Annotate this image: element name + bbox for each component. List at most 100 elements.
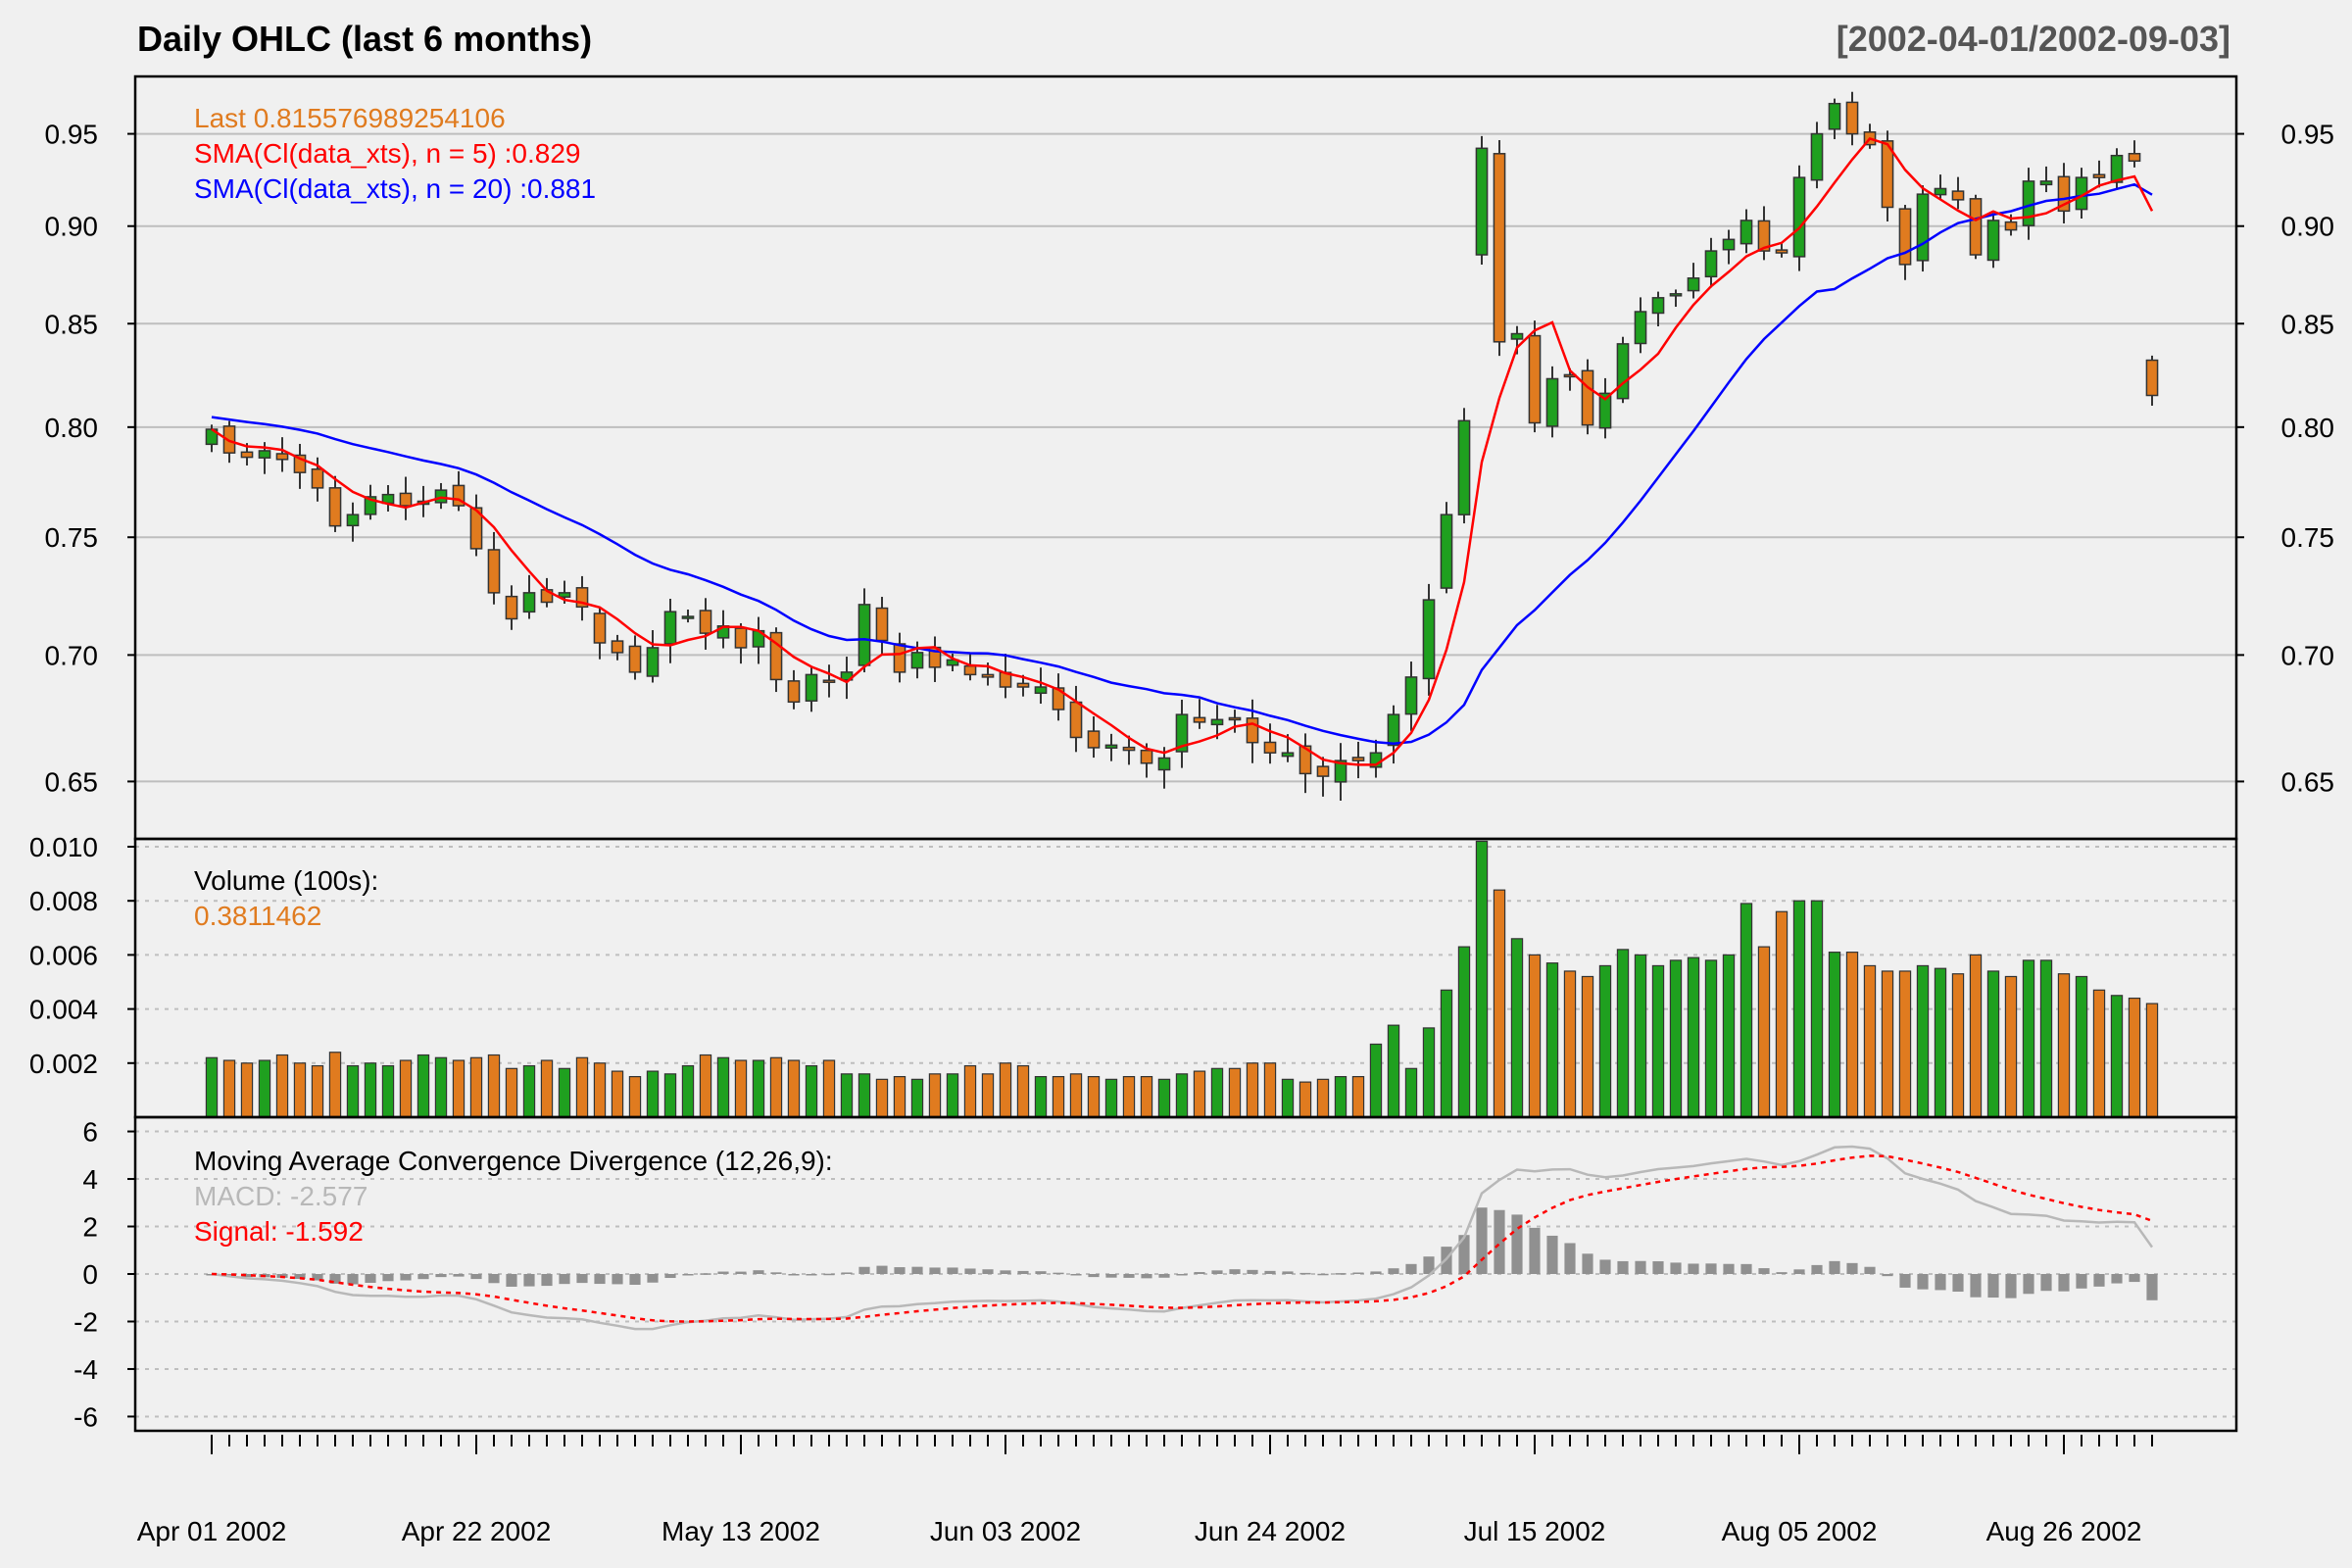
volume-bar bbox=[452, 1059, 466, 1118]
volume-bar bbox=[1986, 970, 2000, 1118]
volume-bar bbox=[1263, 1062, 1277, 1118]
volume-bar bbox=[1493, 889, 1506, 1118]
macd-histogram-bar bbox=[2040, 1274, 2052, 1292]
macd-histogram-bar bbox=[1423, 1256, 1435, 1274]
volume-bar bbox=[1863, 964, 1877, 1118]
volume-bar bbox=[2004, 975, 2018, 1118]
volume-bar bbox=[1122, 1075, 1136, 1118]
volume-bar bbox=[1316, 1078, 1330, 1118]
volume-bar bbox=[734, 1059, 748, 1118]
volume-bar bbox=[1828, 952, 1841, 1118]
volume-bar bbox=[258, 1059, 271, 1118]
candle-body bbox=[1263, 741, 1277, 754]
volume-ytick-label: 0.010 bbox=[29, 832, 98, 862]
candle-body bbox=[1898, 208, 1912, 266]
macd-histogram-bar bbox=[1846, 1262, 1858, 1274]
price-ytick-label-left: 0.95 bbox=[45, 120, 99, 150]
macd-histogram-bar bbox=[1617, 1260, 1629, 1274]
volume-bar bbox=[1016, 1064, 1030, 1118]
x-tick-label: Apr 22 2002 bbox=[402, 1516, 552, 1546]
candle-body bbox=[1916, 193, 1930, 262]
macd-ytick-label: 2 bbox=[82, 1212, 98, 1243]
candle-body bbox=[1510, 332, 1524, 340]
volume-bar bbox=[1616, 949, 1630, 1118]
volume-bar bbox=[1069, 1073, 1083, 1118]
candle-body bbox=[734, 627, 748, 649]
volume-bar bbox=[522, 1064, 536, 1118]
macd-histogram-bar bbox=[382, 1274, 394, 1282]
candle-body bbox=[1845, 101, 1859, 135]
macd-histogram-bar bbox=[1494, 1209, 1505, 1274]
macd-histogram-bar bbox=[1264, 1270, 1276, 1274]
macd-histogram-bar bbox=[1476, 1207, 1488, 1274]
macd-histogram-bar bbox=[664, 1274, 676, 1279]
macd-histogram-bar bbox=[894, 1267, 906, 1274]
macd-histogram-bar bbox=[453, 1274, 465, 1277]
macd-histogram-bar bbox=[223, 1274, 235, 1276]
macd-histogram-bar bbox=[1829, 1260, 1840, 1274]
candle-body bbox=[1669, 293, 1683, 297]
candle-body bbox=[346, 514, 360, 527]
candle-body bbox=[1351, 757, 1365, 761]
volume-bar bbox=[1387, 1024, 1400, 1118]
volume-bar bbox=[1422, 1027, 1436, 1118]
volume-bar bbox=[346, 1064, 360, 1118]
candle-body bbox=[963, 664, 977, 676]
candle-body bbox=[1828, 102, 1841, 130]
price-ytick-label-right: 0.70 bbox=[2281, 640, 2335, 670]
volume-bar bbox=[752, 1059, 765, 1118]
volume-bar bbox=[769, 1056, 783, 1118]
candle-body bbox=[293, 454, 307, 473]
volume-bar bbox=[1281, 1078, 1295, 1118]
volume-bar bbox=[1475, 840, 1489, 1118]
x-tick-label: Jul 15 2002 bbox=[1464, 1516, 1606, 1546]
macd-histogram-bar bbox=[2093, 1274, 2105, 1287]
macd-histogram-bar bbox=[1317, 1273, 1329, 1276]
macd-histogram-bar bbox=[1088, 1274, 1100, 1278]
volume-bar bbox=[1775, 910, 1788, 1118]
macd-histogram-bar bbox=[470, 1274, 482, 1280]
volume-bar bbox=[963, 1064, 977, 1118]
volume-bar bbox=[416, 1054, 430, 1118]
macd-histogram-bar bbox=[1247, 1269, 1258, 1274]
macd-histogram-bar bbox=[947, 1267, 958, 1274]
macd-histogram-bar bbox=[629, 1274, 641, 1285]
macd-histogram-bar bbox=[2058, 1274, 2070, 1292]
candle-body bbox=[1581, 369, 1594, 426]
candle-body bbox=[311, 468, 324, 489]
macd-histogram-bar bbox=[1158, 1274, 1170, 1278]
candle-body bbox=[1246, 717, 1259, 744]
sma5-line bbox=[211, 136, 2154, 766]
macd-histogram-bar bbox=[806, 1274, 817, 1276]
volume-bar bbox=[646, 1070, 660, 1118]
macd-histogram-bar bbox=[647, 1274, 659, 1283]
volume-ytick-label: 0.002 bbox=[29, 1049, 98, 1079]
candle-body bbox=[593, 612, 607, 644]
volume-bar bbox=[1969, 954, 1983, 1118]
x-tick-label: Aug 26 2002 bbox=[1986, 1516, 2142, 1546]
volume-bar bbox=[1740, 903, 1753, 1118]
volume-bar bbox=[1563, 970, 1577, 1118]
macd-histogram-bar bbox=[241, 1274, 253, 1278]
volume-bar bbox=[928, 1073, 942, 1118]
candle-body bbox=[1298, 745, 1312, 775]
macd-histogram-bar bbox=[1370, 1271, 1382, 1274]
macd-histogram-bar bbox=[506, 1274, 517, 1287]
volume-bar bbox=[1722, 954, 1736, 1118]
volume-bar bbox=[875, 1078, 889, 1118]
volume-bar bbox=[1228, 1067, 1242, 1118]
macd-histogram-bar bbox=[1352, 1272, 1364, 1274]
volume-bar bbox=[787, 1059, 801, 1118]
macd-ytick-label: 4 bbox=[82, 1164, 98, 1195]
candle-body bbox=[2004, 220, 2018, 231]
volume-bar bbox=[822, 1059, 836, 1118]
legend-sma20: SMA(Cl(data_xts), n = 20) :0.881 bbox=[194, 173, 596, 204]
volume-bar bbox=[910, 1078, 924, 1118]
candle-body bbox=[1052, 687, 1065, 710]
volume-bar bbox=[593, 1062, 607, 1118]
volume-bar bbox=[1810, 900, 1824, 1118]
volume-ytick-label: 0.008 bbox=[29, 886, 98, 916]
macd-ytick-label: -2 bbox=[74, 1306, 98, 1337]
candle-body bbox=[1387, 713, 1400, 747]
volume-bar bbox=[469, 1056, 483, 1118]
